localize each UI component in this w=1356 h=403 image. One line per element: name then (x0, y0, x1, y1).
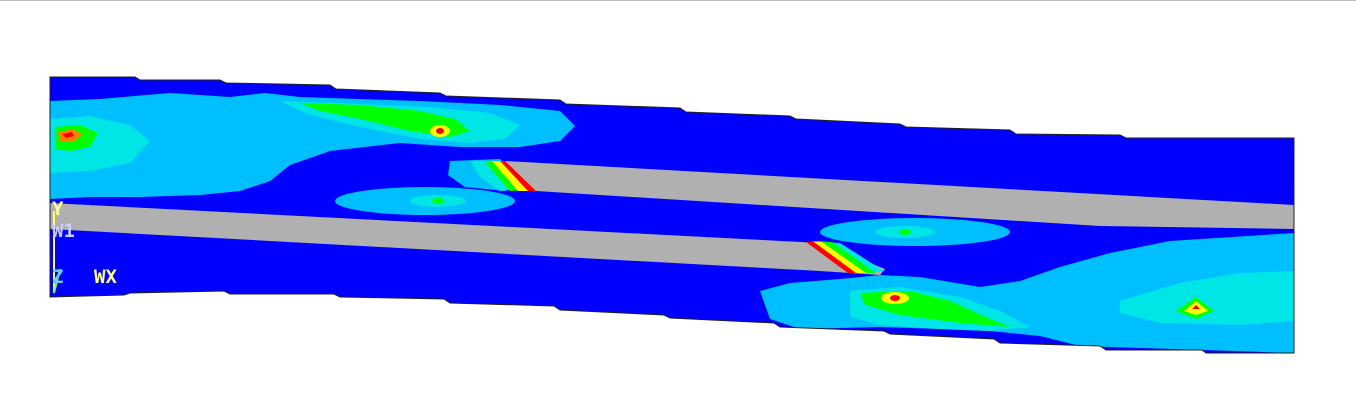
crack-band-lower (50, 203, 885, 275)
triad-z-axis (53, 268, 61, 294)
contour-crack-tip-upper-fan-red (500, 161, 536, 191)
triad-label-z: Z (52, 266, 63, 288)
contour-lens-mid-left-core (432, 198, 444, 204)
triad-label-wx: WX (94, 266, 117, 288)
contour-hotspot-upper-core (436, 128, 444, 134)
coordinate-triad: Y W1 Z WX (52, 198, 117, 294)
crack-band-upper (505, 161, 1294, 229)
contour-region-left-red (62, 132, 74, 138)
contour-region-lower-right-red (1192, 305, 1200, 309)
contour-region-upper-green (300, 103, 470, 137)
contour-hotspot-lower-core (890, 295, 900, 301)
contour-crack-tip-lower-fan-yellow (812, 242, 866, 273)
contour-lens-mid-right-core (899, 229, 911, 235)
triad-label-y: Y (52, 198, 64, 220)
contour-crack-tip-lower-fan-red (806, 242, 856, 273)
contour-region-lower-right-cyan-2 (1120, 271, 1294, 325)
triad-label-w1: W1 (52, 220, 75, 242)
beam-outline (49, 76, 1295, 354)
contour-crack-tip-upper-fan-yellow (492, 161, 530, 191)
